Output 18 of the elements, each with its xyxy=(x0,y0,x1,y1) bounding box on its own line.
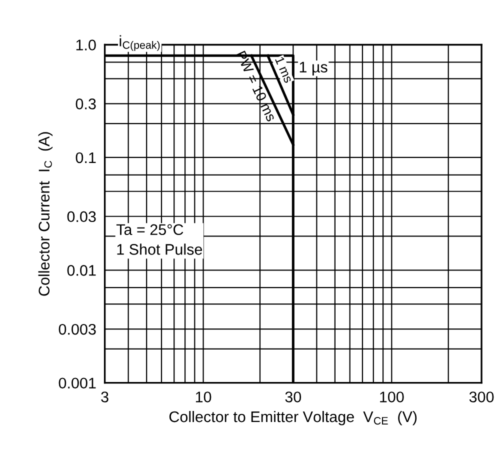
y-tick-label: 0.1 xyxy=(76,152,96,164)
x-tick-label: 100 xyxy=(380,392,404,402)
annotation: Ta = 25°C 1 Shot Pulse xyxy=(116,224,202,255)
y-tick-label: 1.0 xyxy=(76,40,96,50)
x-axis-title: Collector to Emitter Voltage V$_{CE}$ (V) xyxy=(169,410,417,426)
y-tick-label: 0.001 xyxy=(58,378,96,389)
x-tick-label: 30 xyxy=(285,392,302,402)
x-tick-label: 3 xyxy=(101,392,108,402)
y-tick-label: 0.3 xyxy=(76,98,96,110)
y-tick-label: 0.01 xyxy=(67,265,96,276)
y-tick-label: 0.03 xyxy=(67,211,96,222)
y-tick-label: 0.003 xyxy=(58,324,96,335)
series-label: 1 µs xyxy=(300,62,328,76)
annotation: i$_{C(peak)}$ xyxy=(120,35,160,51)
x-tick-label: 300 xyxy=(469,392,494,402)
x-tick-label: 10 xyxy=(196,392,212,402)
y-axis-title: Collector Current I$_{C}$ (A) xyxy=(38,132,53,296)
text: 1 ms xyxy=(274,56,294,84)
